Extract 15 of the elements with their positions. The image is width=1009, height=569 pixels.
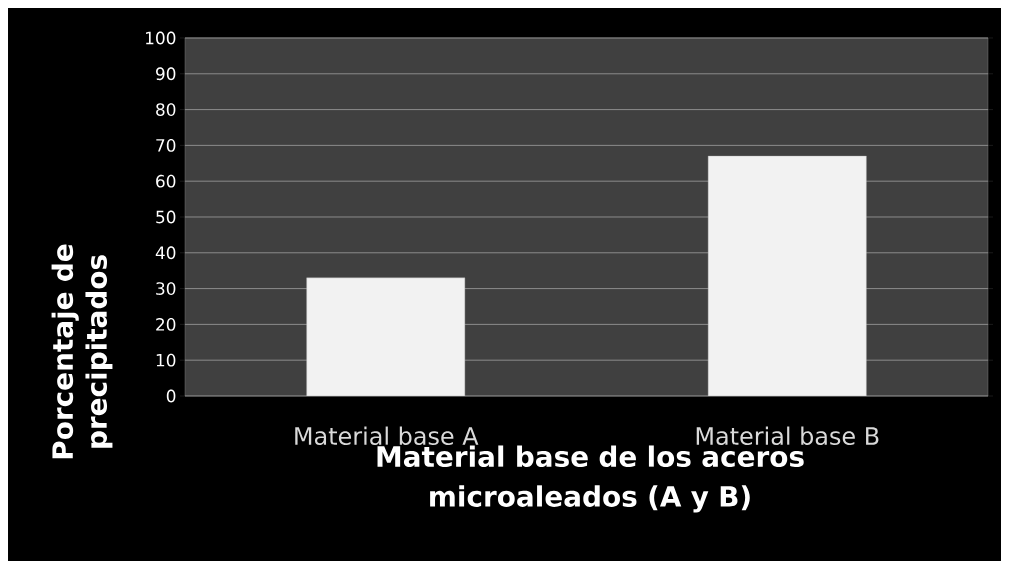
- y-tick-label: 10: [156, 353, 176, 367]
- y-tick-label: 80: [156, 103, 176, 116]
- y-tick-label: 40: [155, 246, 176, 260]
- y-tick-label: 20: [156, 317, 176, 331]
- x-tick-label: Material base A: [295, 426, 479, 446]
- y-tick-label: 30: [156, 282, 176, 295]
- x-tick-label: Material base B: [696, 426, 879, 446]
- y-tick-label: 100: [146, 31, 176, 45]
- y-tick-label: 90: [156, 67, 176, 81]
- y-axis-title: Porcentaje de precipitados: [51, 244, 113, 459]
- y-tick-label: 70: [156, 138, 176, 152]
- x-axis-title: Material base de los aceros microaleados (A y B): [377, 445, 804, 513]
- y-tick-label: 0: [166, 389, 176, 403]
- y-tick-label: 60: [156, 174, 176, 188]
- y-tick-label: 50: [156, 210, 176, 224]
